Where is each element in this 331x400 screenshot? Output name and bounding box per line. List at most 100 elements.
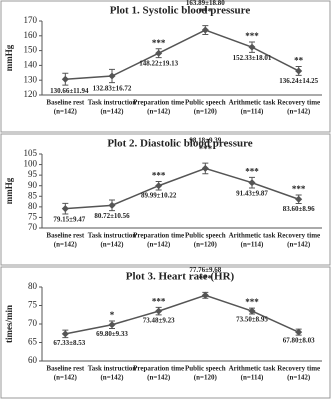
- y-tick-label: 70: [28, 222, 38, 232]
- x-tick-label: Task instruction: [88, 365, 137, 373]
- value-label: 163.89±18.80: [186, 0, 225, 7]
- panel-frame: [0, 133, 331, 266]
- x-tick-n: (n=142): [287, 374, 311, 382]
- value-label: 77.76±9.68: [189, 266, 221, 274]
- value-label: 67.80±8.03: [283, 337, 315, 345]
- value-label: 73.50±8.95: [236, 316, 268, 324]
- value-label: 69.80±9.33: [96, 330, 128, 338]
- value-label: 83.60±8.96: [283, 205, 315, 213]
- x-tick-n: (n=142): [147, 374, 171, 382]
- y-tick-label: 95: [28, 169, 38, 179]
- point: [201, 26, 209, 34]
- x-tick-n: (n=142): [147, 108, 171, 116]
- value-label: 152.33±18.01: [233, 54, 272, 62]
- x-tick-label: Public speech: [185, 99, 226, 107]
- x-tick-n: (n=114): [241, 108, 264, 116]
- point: [155, 182, 163, 190]
- value-label: 89.99±10.22: [141, 192, 177, 200]
- significance: **: [294, 56, 304, 66]
- chart-title: Plot 2. Diastolic blood pressure: [107, 138, 252, 150]
- y-tick-label: 60: [28, 355, 38, 365]
- significance: ***: [199, 273, 213, 283]
- value-label: 136.24±14.25: [279, 77, 318, 85]
- point: [61, 330, 69, 338]
- x-tick-label: Baseline rest: [46, 232, 84, 240]
- y-tick-label: 105: [24, 148, 38, 158]
- significance: ***: [152, 296, 166, 306]
- point: [248, 43, 256, 51]
- chart-title: Plot 3. Heart rate (HR): [126, 271, 235, 283]
- x-tick-n: (n=142): [147, 241, 171, 249]
- y-axis-label: times/min: [4, 305, 14, 343]
- y-tick-label: 75: [28, 211, 38, 221]
- value-label: 67.33±8.53: [53, 339, 85, 347]
- point: [155, 49, 163, 57]
- y-tick-label: 70: [28, 318, 38, 328]
- y-tick-label: 65: [28, 337, 38, 347]
- value-label: 79.15±9.47: [53, 216, 85, 224]
- x-tick-label: Task instruction: [88, 99, 137, 107]
- panel-frame: [0, 266, 331, 399]
- y-axis-label: mmHg: [4, 44, 14, 71]
- value-label: 98.18±9.39: [189, 137, 221, 145]
- x-tick-label: Arithmetic task: [229, 365, 276, 373]
- point: [295, 195, 303, 203]
- x-tick-n: (n=114): [241, 241, 264, 249]
- y-tick-label: 170: [24, 15, 38, 25]
- x-tick-label: Public speech: [185, 232, 226, 240]
- significance: ***: [199, 7, 213, 17]
- point: [61, 75, 69, 83]
- significance: ***: [199, 144, 213, 154]
- point: [201, 291, 209, 299]
- x-tick-label: Preparation time: [133, 365, 184, 373]
- significance: ***: [245, 31, 259, 41]
- y-tick-label: 140: [24, 59, 38, 69]
- point: [295, 328, 303, 336]
- x-tick-label: Arithmetic task: [229, 232, 276, 240]
- x-tick-label: Recovery time: [277, 232, 320, 240]
- panel-frame: [0, 0, 331, 133]
- point: [248, 307, 256, 315]
- x-tick-n: (n=142): [100, 108, 124, 116]
- x-tick-label: Recovery time: [277, 365, 320, 373]
- y-tick-label: 75: [28, 300, 38, 310]
- value-label: 73.48±9.23: [143, 316, 175, 324]
- x-tick-label: Preparation time: [133, 99, 184, 107]
- x-tick-n: (n=142): [54, 108, 78, 116]
- point: [108, 321, 116, 329]
- y-tick-label: 160: [24, 30, 38, 40]
- x-tick-label: Preparation time: [133, 232, 184, 240]
- x-tick-n: (n=142): [54, 374, 78, 382]
- x-tick-label: Public speech: [185, 365, 226, 373]
- y-axis-label: mmHg: [4, 177, 14, 204]
- y-tick-label: 130: [24, 74, 38, 84]
- y-tick-label: 120: [24, 89, 38, 99]
- y-tick-label: 150: [24, 45, 38, 55]
- y-tick-label: 80: [28, 201, 38, 211]
- x-tick-n: (n=120): [194, 374, 218, 382]
- point: [61, 205, 69, 213]
- x-tick-n: (n=142): [287, 241, 311, 249]
- chart-title: Plot 1. Systolic blood pressure: [110, 5, 251, 17]
- significance: ***: [292, 184, 306, 194]
- series-line: [65, 167, 299, 210]
- point: [295, 67, 303, 75]
- point: [108, 72, 116, 80]
- significance: ***: [152, 171, 166, 181]
- x-tick-n: (n=114): [241, 374, 264, 382]
- series-line: [65, 29, 300, 80]
- point: [108, 201, 116, 209]
- y-tick-label: 80: [28, 281, 38, 291]
- significance: *: [110, 310, 115, 320]
- significance: ***: [245, 166, 259, 176]
- value-label: 80.72±10.56: [94, 212, 130, 220]
- value-label: 132.83±16.72: [93, 84, 132, 92]
- point: [248, 179, 256, 187]
- x-tick-n: (n=142): [100, 241, 124, 249]
- x-tick-n: (n=142): [54, 241, 78, 249]
- value-label: 130.66±11.94: [50, 87, 89, 95]
- x-tick-n: (n=142): [287, 108, 311, 116]
- point: [155, 307, 163, 315]
- x-tick-label: Arithmetic task: [229, 99, 276, 107]
